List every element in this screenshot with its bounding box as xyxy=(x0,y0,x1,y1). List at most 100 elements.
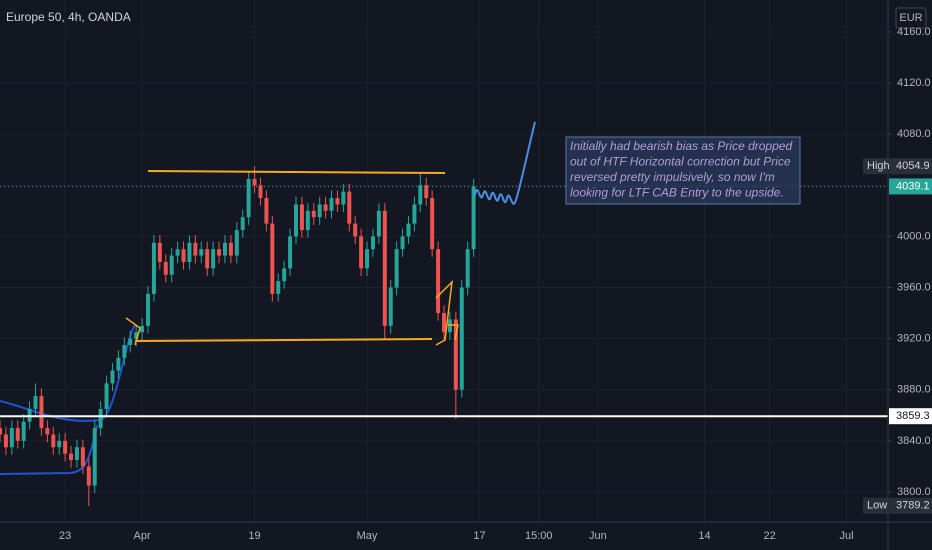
y-tick-label: 4080.0 xyxy=(897,128,931,140)
annotation-line: reversed pretty impulsively, so now I'm xyxy=(570,170,775,184)
candle-body xyxy=(163,261,168,275)
candle-body xyxy=(341,191,346,205)
price-label-tag xyxy=(863,497,888,514)
candle-body xyxy=(258,185,263,199)
price-label-box xyxy=(889,497,932,514)
resistance-line xyxy=(147,170,446,174)
candle-body xyxy=(140,325,145,333)
candle-body xyxy=(447,319,452,333)
support-line xyxy=(134,338,433,342)
candle-body xyxy=(276,281,281,294)
price-label: 4054.9 xyxy=(896,160,930,172)
candle-body xyxy=(134,332,139,339)
price-label-box xyxy=(889,408,932,425)
candle-body xyxy=(57,440,62,448)
candle-body xyxy=(175,249,180,256)
candle-body xyxy=(424,185,429,199)
candle-body xyxy=(151,242,156,294)
candle-body xyxy=(365,249,370,269)
candle-body xyxy=(228,242,233,256)
candle-body xyxy=(157,242,162,262)
candle-body xyxy=(442,313,446,333)
candle-body xyxy=(246,178,251,218)
price-label-name: High xyxy=(867,160,890,172)
annotation-line: out of HTF Horizontal correction but Pri… xyxy=(570,155,791,169)
candle-body xyxy=(104,383,109,409)
candle-body xyxy=(222,242,227,256)
candle-body xyxy=(323,204,328,211)
axis-labels: 3800.03840.03880.03920.03960.04000.04040… xyxy=(59,26,932,542)
candle-body xyxy=(240,217,245,231)
price-label-name: Low xyxy=(867,500,887,512)
candles xyxy=(0,166,476,507)
candle-body xyxy=(412,204,417,224)
chart-title: Europe 50, 4h, OANDA xyxy=(6,10,131,24)
candle-body xyxy=(305,210,310,231)
price-label-box xyxy=(889,178,932,195)
projection-path xyxy=(474,121,536,205)
candle-body xyxy=(270,223,275,294)
candle-body xyxy=(299,204,304,231)
candle-body xyxy=(110,370,115,384)
candle-body xyxy=(294,204,298,237)
candle-body xyxy=(199,249,204,256)
y-tick-label: 3880.0 xyxy=(897,384,931,396)
candle-body xyxy=(3,434,8,448)
candle-body xyxy=(436,249,441,314)
candle-body xyxy=(63,440,68,454)
candle-body xyxy=(282,268,287,282)
currency-box xyxy=(895,7,927,29)
candle-body xyxy=(211,249,216,269)
candle-body xyxy=(45,428,50,435)
x-tick-label: 15:00 xyxy=(525,530,553,542)
candle-body xyxy=(69,453,74,461)
candle-body xyxy=(430,198,435,250)
candle-body xyxy=(471,186,476,250)
candle-body xyxy=(400,236,405,250)
x-tick-label: 14 xyxy=(698,530,710,542)
x-tick-label: 17 xyxy=(473,530,485,542)
annotation: Initially had bearish bias as Price drop… xyxy=(570,139,792,200)
candle-body xyxy=(0,428,2,435)
candle-body xyxy=(9,428,14,448)
y-tick-label: 4120.0 xyxy=(897,77,931,89)
candle-body xyxy=(217,249,222,256)
annotation-line: looking for LTF CAB Entry to the upside. xyxy=(570,186,784,200)
x-tick-label: 23 xyxy=(59,530,71,542)
y-tick-label: 3960.0 xyxy=(897,281,931,293)
price-label: 4039.1 xyxy=(896,180,930,192)
y-tick-label: 4000.0 xyxy=(897,230,931,242)
x-tick-label: May xyxy=(357,530,378,542)
candle-body xyxy=(252,178,257,186)
candle-body xyxy=(335,198,340,205)
annotation-box xyxy=(565,136,801,205)
price-axis xyxy=(888,0,932,550)
candle-body xyxy=(51,434,56,448)
candle-body xyxy=(388,287,393,326)
candle-body xyxy=(33,396,38,409)
candle-body xyxy=(146,293,150,326)
candle-body xyxy=(264,198,269,224)
candle-body xyxy=(394,249,399,288)
candle-body xyxy=(205,249,210,269)
x-tick-label: 19 xyxy=(248,530,260,542)
y-tick-label: 4160.0 xyxy=(897,26,931,38)
candle-body xyxy=(459,287,464,390)
candle-body xyxy=(169,255,174,275)
candle-body xyxy=(359,236,364,269)
price-label-box xyxy=(889,158,932,175)
candle-body xyxy=(418,185,423,205)
candle-body xyxy=(15,428,20,441)
candle-body xyxy=(353,223,358,237)
candle-body xyxy=(382,210,387,326)
candle-body xyxy=(329,198,334,211)
x-tick-label: Apr xyxy=(134,530,151,542)
y-tick-label: 3840.0 xyxy=(897,435,931,447)
candle-body xyxy=(74,447,79,461)
candle-body xyxy=(347,191,352,224)
price-label: 3789.2 xyxy=(896,500,930,512)
x-tick-label: 22 xyxy=(763,530,775,542)
candle-body xyxy=(234,230,239,256)
